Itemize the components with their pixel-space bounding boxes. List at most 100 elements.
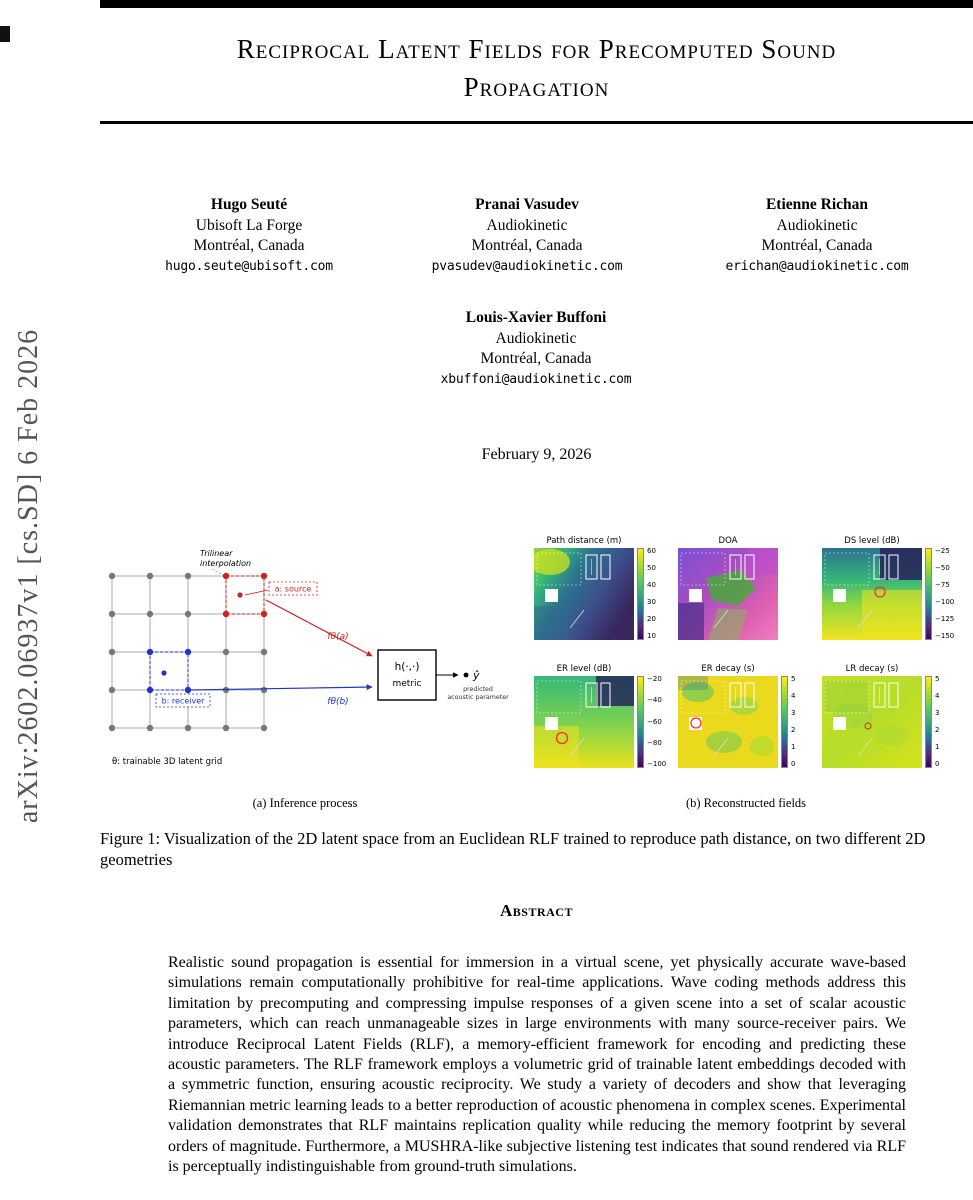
field-panel-er-decay: ER decay (s) 5 4 3 2 1 0	[678, 664, 816, 768]
paper-title-line1: Reciprocal Latent Fields for Precomputed…	[236, 34, 837, 64]
colorbar-tick: 0	[791, 760, 796, 768]
author-email: xbuffoni@audiokinetic.com	[440, 371, 632, 387]
source-embedding-label: fθ(a)	[327, 632, 348, 642]
author-name: Pranai Vasudev	[475, 196, 579, 213]
colorbar-ticks: −25 −50 −75 −100 −125 −150	[935, 548, 959, 640]
colorbar-tick: 1	[791, 743, 796, 751]
arxiv-stamp: arXiv:2602.06937v1 [cs.SD] 6 Feb 2026	[13, 328, 44, 824]
author-email: pvasudev@audiokinetic.com	[431, 258, 623, 274]
author-block-1: Hugo Seuté Ubisoft La Forge Montréal, Ca…	[165, 195, 333, 277]
colorbar-tick: 3	[935, 709, 940, 717]
colorbar-tick: 5	[791, 675, 796, 683]
output-note-line2: acoustic parameter	[447, 694, 509, 701]
author-affiliation: Ubisoft La Forge	[195, 216, 303, 234]
colorbar-tick: −100	[935, 598, 955, 606]
colorbar	[781, 676, 788, 768]
heatmap-path-distance	[534, 548, 634, 640]
author-name: Louis-Xavier Buffoni	[465, 309, 607, 326]
receiver-embedding-arrow	[189, 684, 373, 691]
colorbar-tick: −80	[647, 738, 662, 747]
paper-date: February 9, 2026	[481, 446, 592, 463]
output-point	[463, 672, 469, 678]
source-embedding-arrow	[265, 599, 373, 657]
panel-title: ER level (dB)	[556, 664, 612, 674]
heatmap-ds-level	[822, 548, 922, 640]
metric-box-subtitle: metric	[393, 679, 422, 689]
heatmap-doa	[678, 548, 778, 640]
colorbar-ticks: −20 −40 −60 −80 −100	[647, 676, 671, 768]
colorbar-tick: −125	[935, 615, 955, 623]
output-symbol: ŷ	[472, 669, 480, 682]
field-panel-er-level: ER level (dB) −20 −40 −60 −80 −100	[534, 664, 672, 768]
author-location: Montréal, Canada	[761, 237, 873, 254]
panel-title: DS level (dB)	[844, 536, 900, 546]
trilinear-pointer-line	[211, 568, 228, 578]
figure-1b: Path distance (m) 60 50 40 30 20	[534, 536, 960, 768]
colorbar-tick: 0	[935, 760, 940, 768]
paper-title-line2: Propagation	[463, 72, 610, 102]
author-location: Montréal, Canada	[471, 237, 583, 254]
colorbar	[925, 676, 932, 768]
metric-box: h(·,·) metric	[377, 649, 437, 701]
abstract-heading: Abstract	[500, 901, 573, 920]
output-note-line1: predicted	[463, 686, 493, 693]
subfigure-b-caption: (b) Reconstructed fields	[685, 796, 807, 810]
author-block-4: Louis-Xavier Buffoni Audiokinetic Montré…	[441, 308, 632, 390]
colorbar-tick: 4	[935, 692, 940, 700]
panel-title: ER decay (s)	[701, 664, 755, 674]
colorbar-tick: 50	[647, 564, 656, 572]
field-panel-lr-decay: LR decay (s) 5 4 3 2 1 0	[822, 664, 960, 768]
author-location: Montréal, Canada	[193, 237, 305, 254]
colorbar-tick: 1	[935, 743, 940, 751]
colorbar	[925, 548, 932, 640]
source-cell: a: source	[222, 572, 318, 618]
paper-title: Reciprocal Latent Fields for Precomputed…	[100, 30, 973, 106]
inference-diagram: Trilinear interpolation a: source b: rec…	[108, 549, 509, 767]
panel-title: LR decay (s)	[845, 664, 899, 674]
colorbar-tick: 2	[791, 726, 796, 734]
author-affiliation: Audiokinetic	[776, 216, 858, 234]
colorbar-tick: 4	[791, 692, 796, 700]
panel-title: DOA	[718, 536, 738, 546]
colorbar-tick: −150	[935, 632, 955, 640]
colorbar	[637, 548, 644, 640]
latent-grid-caption: θ: trainable 3D latent grid	[112, 757, 222, 767]
heatmap-er-level	[534, 676, 634, 768]
title-rule	[100, 121, 973, 124]
colorbar-tick: −60	[647, 717, 662, 726]
top-rule	[100, 0, 973, 8]
author-affiliation: Audiokinetic	[486, 216, 568, 234]
author-affiliation: Audiokinetic	[495, 329, 577, 347]
field-panel-doa: DOA	[678, 536, 816, 640]
colorbar-tick: 10	[647, 632, 656, 640]
heatmap-er-decay	[678, 676, 778, 768]
annotation-circle	[690, 717, 702, 729]
colorbar-tick: 20	[647, 615, 656, 623]
colorbar-ticks: 5 4 3 2 1 0	[935, 676, 959, 768]
figure-caption: Figure 1: Visualization of the 2D latent…	[100, 829, 926, 869]
figure-1a: Trilinear interpolation a: source b: rec…	[100, 538, 510, 790]
colorbar-tick: −40	[647, 696, 662, 705]
field-panel-ds-level: DS level (dB) −25 −50 −75 −100 −125	[822, 536, 960, 640]
author-block-3: Etienne Richan Audiokinetic Montréal, Ca…	[725, 195, 908, 277]
subfigure-a-caption: (a) Inference process	[252, 796, 358, 810]
source-label: a: source	[275, 585, 312, 594]
page-edge-mark	[0, 26, 10, 42]
panel-title: Path distance (m)	[546, 536, 622, 546]
receiver-embedding-label: fθ(b)	[327, 697, 348, 707]
colorbar-tick: −25	[935, 547, 950, 555]
source-point	[237, 592, 243, 598]
author-location: Montréal, Canada	[480, 350, 592, 367]
receiver-point	[161, 670, 167, 676]
colorbar-tick: 5	[935, 675, 940, 683]
trilinear-label-line1: Trilinear	[200, 549, 233, 558]
author-name: Hugo Seuté	[210, 196, 288, 213]
abstract-text: Realistic sound propagation is essential…	[168, 954, 906, 1176]
colorbar-tick: 30	[647, 598, 656, 606]
colorbar-tick: −20	[647, 675, 662, 683]
colorbar-tick: −100	[647, 760, 667, 768]
annotation-circle	[864, 722, 872, 730]
colorbar-ticks: 60 50 40 30 20 10	[647, 548, 671, 640]
author-email: hugo.seute@ubisoft.com	[165, 258, 333, 274]
colorbar-tick: 60	[647, 547, 656, 555]
